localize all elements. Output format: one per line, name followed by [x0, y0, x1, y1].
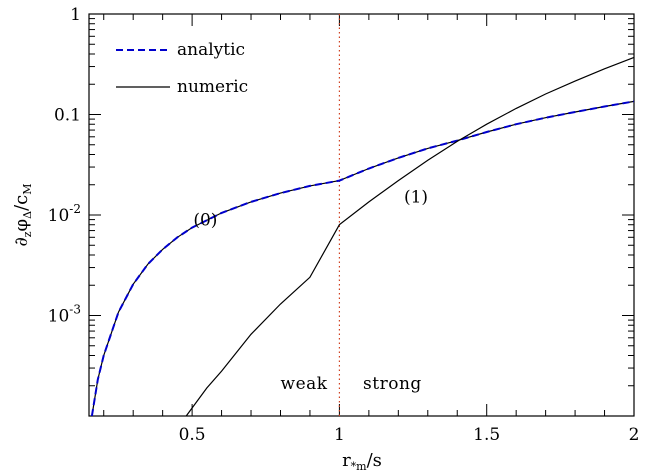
curve-label: (0): [193, 210, 217, 230]
region-label: strong: [363, 374, 422, 394]
series-numeric-line: [185, 56, 635, 417]
legend-label-analytic: analytic: [177, 40, 245, 60]
x-tick-label: 1: [334, 425, 345, 445]
x-axis-label: r*m/s: [342, 450, 382, 473]
annotations: (0) (1) weak strong: [193, 188, 428, 395]
y-tick-labels: 1 0.1 10-2 10-3: [48, 5, 81, 327]
region-label: weak: [281, 374, 328, 394]
series-analytic-line: [90, 100, 635, 417]
legend: analytic numeric: [116, 40, 248, 97]
curve-label: (1): [404, 188, 428, 208]
y-axis-label: ∂zφΔ/cM: [11, 183, 34, 246]
major-ticks: [89, 13, 635, 416]
y-tick-label: 1: [70, 5, 81, 25]
y-tick-label: 10-3: [48, 303, 81, 327]
legend-label-numeric: numeric: [177, 77, 248, 97]
x-tick-label: 2: [629, 425, 640, 445]
minor-ticks: [89, 14, 634, 416]
x-tick-label: 1.5: [473, 425, 500, 445]
x-tick-label: 0.5: [179, 425, 206, 445]
y-tick-label: 10-2: [48, 202, 81, 226]
series-numeric-line: [91, 100, 635, 417]
curves: [90, 56, 635, 417]
y-tick-label: 0.1: [54, 106, 81, 126]
plot-area: [88, 13, 635, 417]
x-tick-labels: 0.5 1 1.5 2: [179, 425, 640, 445]
